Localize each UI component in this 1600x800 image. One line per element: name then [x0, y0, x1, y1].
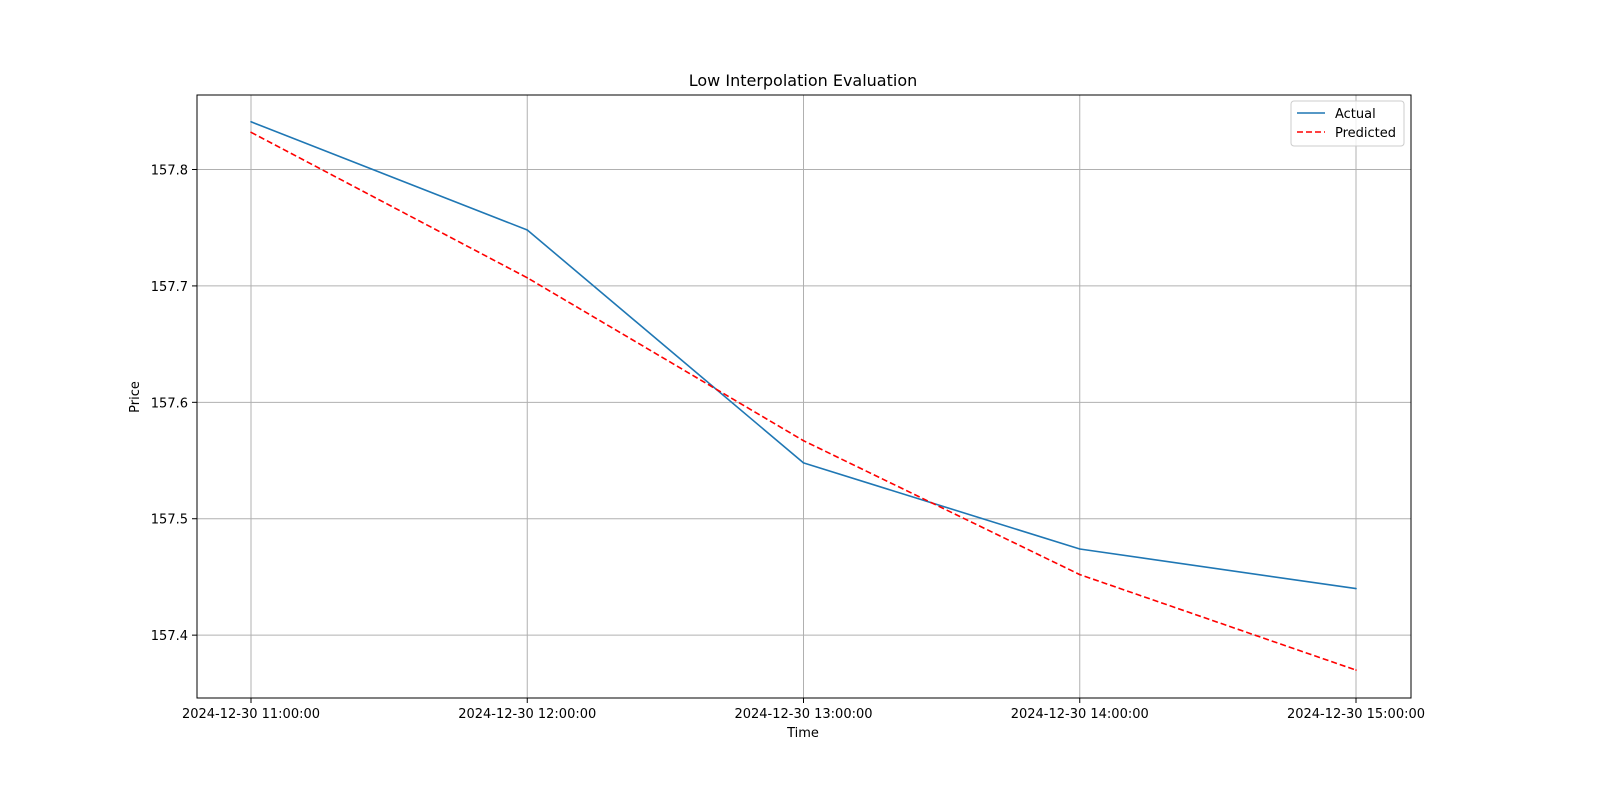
data-point-predicted	[802, 439, 805, 442]
x-axis-ticks: 2024-12-30 11:00:00 2024-12-30 12:00:00 20…	[182, 698, 1425, 722]
data-point-actual	[526, 229, 529, 231]
data-point-actual	[1078, 548, 1081, 550]
x-tick-label: 2024-12-30 12:00:00	[458, 707, 596, 722]
series-lines	[250, 120, 1357, 671]
legend-actual-label: Actual	[1335, 107, 1376, 122]
y-axis-ticks: 157.4 157.5 157.6 157.7 157.8	[151, 164, 197, 644]
grid-lines	[197, 95, 1411, 698]
y-tick-label: 157.7	[151, 280, 188, 295]
data-point-actual	[250, 120, 252, 123]
y-tick-label: 157.8	[151, 164, 188, 179]
data-point-predicted	[526, 276, 529, 279]
y-tick-label: 157.4	[151, 629, 188, 644]
y-tick-label: 157.5	[151, 513, 188, 528]
y-axis-title: Price	[128, 381, 143, 413]
data-point-actual	[802, 462, 805, 464]
chart-title: Low Interpolation Evaluation	[689, 71, 918, 90]
x-axis-title: Time	[786, 726, 819, 741]
data-point-actual	[1355, 587, 1357, 590]
x-tick-label: 2024-12-30 15:00:00	[1287, 707, 1425, 722]
data-point-predicted	[1078, 573, 1081, 576]
data-point-predicted	[250, 131, 252, 134]
y-tick-label: 157.6	[151, 396, 188, 411]
legend: Actual Predicted	[1290, 100, 1405, 147]
legend-predicted-label: Predicted	[1335, 126, 1396, 141]
x-tick-label: 2024-12-30 11:00:00	[182, 707, 320, 722]
x-tick-label: 2024-12-30 14:00:00	[1011, 707, 1149, 722]
data-point-predicted	[1355, 669, 1357, 671]
x-tick-label: 2024-12-30 13:00:00	[734, 707, 872, 722]
